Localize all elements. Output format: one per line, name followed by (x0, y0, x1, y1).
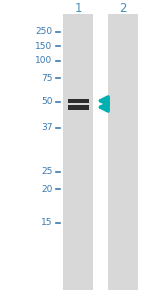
Text: 50: 50 (41, 97, 52, 106)
Text: 20: 20 (41, 185, 52, 194)
Text: 75: 75 (41, 74, 52, 83)
Text: 25: 25 (41, 167, 52, 176)
Text: 37: 37 (41, 123, 52, 132)
Text: 1: 1 (74, 2, 82, 15)
Text: 2: 2 (119, 2, 127, 15)
Text: 15: 15 (41, 218, 52, 227)
Bar (108, 14, 138, 290)
Bar (63, 14, 93, 290)
Text: 250: 250 (35, 27, 52, 36)
Bar (68, 99, 88, 103)
Text: 150: 150 (35, 42, 52, 51)
Bar (68, 105, 88, 110)
Text: 100: 100 (35, 56, 52, 65)
